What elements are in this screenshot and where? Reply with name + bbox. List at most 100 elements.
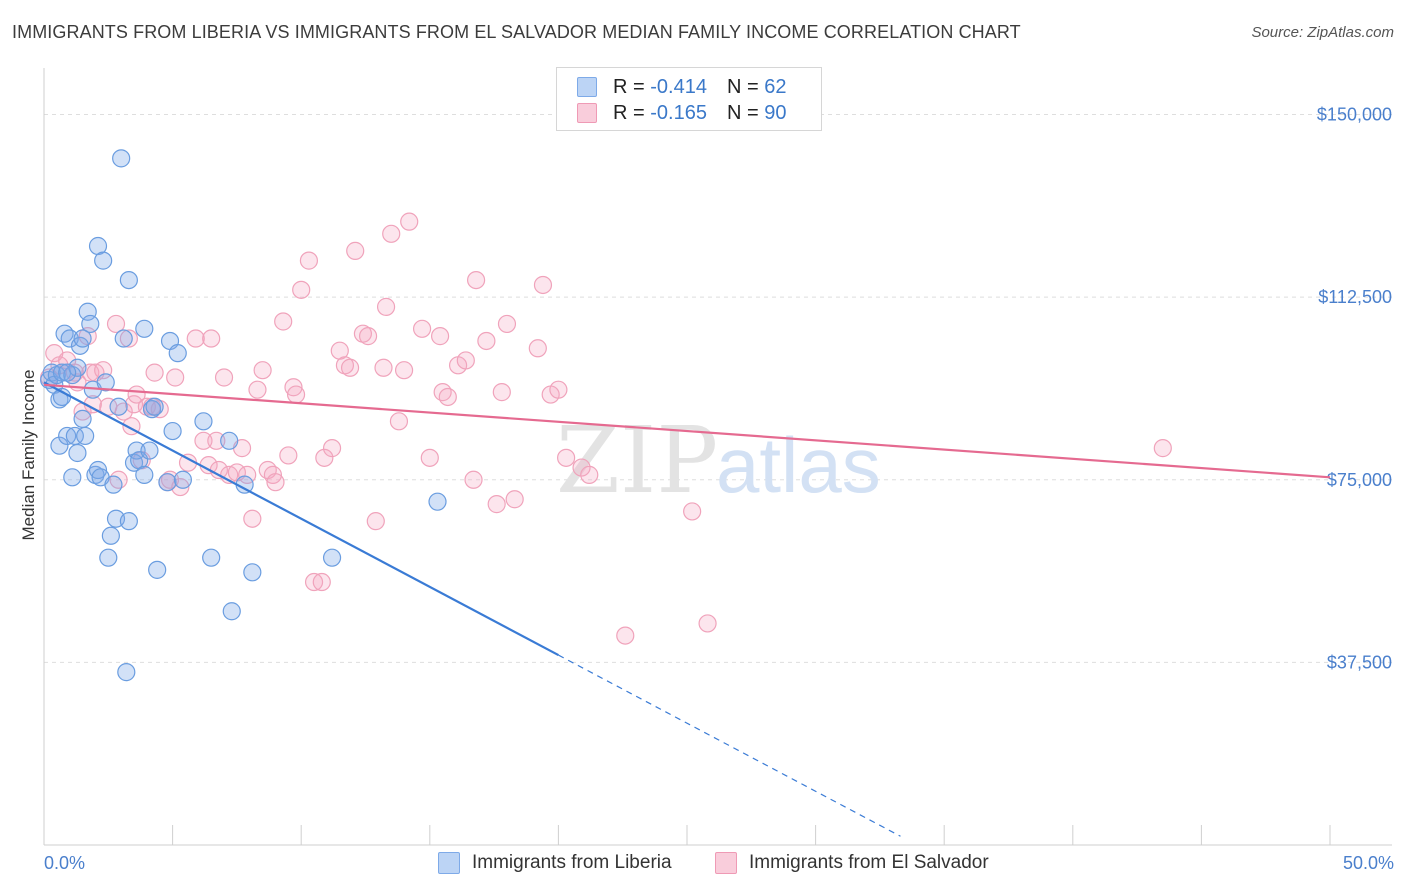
- data-point: [400, 212, 419, 231]
- data-point: [428, 492, 447, 511]
- data-point: [58, 426, 77, 446]
- data-point: [63, 468, 82, 487]
- x-tick-label-max: 50.0%: [1343, 853, 1394, 873]
- data-point: [528, 339, 547, 358]
- legend-row-el-salvador: R = -0.165 N = 90: [577, 100, 786, 126]
- data-point: [412, 319, 432, 338]
- data-point: [104, 475, 123, 494]
- legend-row-liberia: R = -0.414 N = 62: [577, 74, 786, 100]
- data-point: [322, 548, 342, 567]
- data-point: [76, 426, 95, 446]
- data-point: [202, 548, 221, 567]
- data-point: [168, 344, 187, 363]
- y-axis-label: Median Family Income: [19, 369, 38, 540]
- trend-lines: [43, 381, 1331, 837]
- data-point: [312, 572, 331, 592]
- data-point: [438, 387, 457, 407]
- data-point: [376, 297, 396, 316]
- data-point: [68, 443, 87, 463]
- trend-line: [43, 381, 559, 657]
- data-point: [394, 361, 414, 380]
- data-point: [466, 270, 486, 290]
- data-point: [58, 363, 77, 382]
- legend-label-liberia: Immigrants from Liberia: [472, 852, 672, 873]
- legend-swatch-liberia: [438, 852, 460, 874]
- legend-n-label: N =: [726, 101, 759, 124]
- data-point: [114, 402, 133, 421]
- data-point: [99, 548, 118, 567]
- data-point: [135, 319, 154, 338]
- data-point: [616, 626, 635, 645]
- source-label: Source: ZipAtlas.com: [1251, 24, 1394, 41]
- data-point: [148, 560, 167, 579]
- data-point: [60, 329, 79, 348]
- data-point: [243, 509, 262, 528]
- data-point: [346, 241, 365, 260]
- data-point: [292, 280, 311, 299]
- data-point: [119, 270, 138, 290]
- data-point: [106, 314, 126, 334]
- data-point: [207, 431, 226, 450]
- data-point: [160, 470, 180, 489]
- data-point: [222, 602, 241, 621]
- data-point: [101, 526, 120, 545]
- data-point: [580, 465, 599, 484]
- legend-swatch-liberia: [577, 77, 597, 97]
- data-point: [430, 327, 450, 346]
- data-point: [492, 383, 511, 402]
- data-point: [1153, 439, 1172, 458]
- data-point: [477, 331, 496, 351]
- data-point: [186, 329, 205, 348]
- data-point: [243, 563, 262, 582]
- data-point: [88, 460, 108, 480]
- watermark-zip: ZIP: [556, 407, 718, 514]
- data-point: [109, 470, 128, 489]
- series-legend: Immigrants from Liberia Immigrants from …: [0, 852, 1406, 876]
- grid-lines: [44, 114, 1392, 663]
- y-tick-label: $75,000: [1327, 470, 1392, 490]
- data-point: [114, 329, 133, 348]
- watermark: ZIP atlas: [556, 407, 881, 514]
- data-point: [117, 663, 136, 682]
- legend-n-label: N =: [726, 75, 759, 98]
- data-point: [340, 358, 360, 377]
- data-point: [557, 448, 576, 467]
- data-point: [274, 312, 293, 331]
- data-point: [142, 400, 162, 419]
- axes: [43, 68, 1392, 846]
- tick-labels: $37,500 $75,000 $112,500 $150,000 0.0% 50.0%: [44, 105, 1394, 873]
- legend-item-liberia[interactable]: Immigrants from Liberia: [438, 852, 672, 874]
- data-point: [698, 614, 717, 633]
- legend-r-label: R =: [613, 101, 645, 124]
- data-point: [322, 439, 342, 458]
- data-point: [50, 436, 69, 455]
- data-point: [73, 329, 92, 348]
- chart-title: IMMIGRANTS FROM LIBERIA VS IMMIGRANTS FR…: [12, 22, 1021, 42]
- data-point: [202, 329, 221, 348]
- legend-item-el-salvador[interactable]: Immigrants from El Salvador: [715, 852, 989, 874]
- data-point: [286, 385, 306, 404]
- data-point: [433, 383, 452, 402]
- data-point: [683, 502, 702, 521]
- legend-swatch-el-salvador: [715, 852, 737, 874]
- trend-line: [43, 383, 1331, 479]
- data-point: [194, 431, 213, 450]
- data-point: [497, 314, 517, 334]
- series-liberia-points: [40, 149, 447, 682]
- data-point: [55, 324, 74, 343]
- data-point: [73, 409, 92, 428]
- data-point: [94, 251, 113, 270]
- data-point: [119, 329, 138, 348]
- data-point: [389, 412, 409, 431]
- legend-n-value: 90: [764, 101, 787, 124]
- data-point: [420, 448, 439, 467]
- data-point: [163, 421, 182, 441]
- data-point: [81, 314, 100, 334]
- data-point: [572, 458, 591, 477]
- data-point: [456, 351, 475, 370]
- y-tick-label: $150,000: [1317, 105, 1392, 125]
- data-point: [284, 378, 303, 397]
- data-point: [358, 327, 378, 346]
- data-point: [194, 412, 213, 431]
